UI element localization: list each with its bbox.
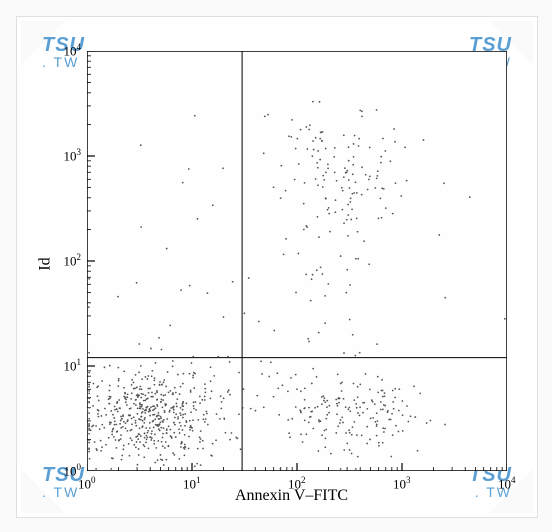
y-axis-label: Id [37,257,55,270]
y-tick-10e2: 102 [64,252,82,269]
x-tick-10e3: 103 [393,475,411,492]
x-tick-10e2: 102 [288,475,306,492]
x-tick-10e1: 101 [183,475,201,492]
x-tick-10e0: 100 [78,475,96,492]
y-tick-10e1: 101 [64,357,82,374]
x-tick-10e4: 104 [498,475,516,492]
photo-frame: TSU . TW TSU . TW TSU . TW TSU . TW Id A… [16,16,538,518]
scatter-plot [87,51,507,471]
y-tick-10e3: 103 [64,147,82,164]
y-tick-10e4: 104 [64,42,82,59]
